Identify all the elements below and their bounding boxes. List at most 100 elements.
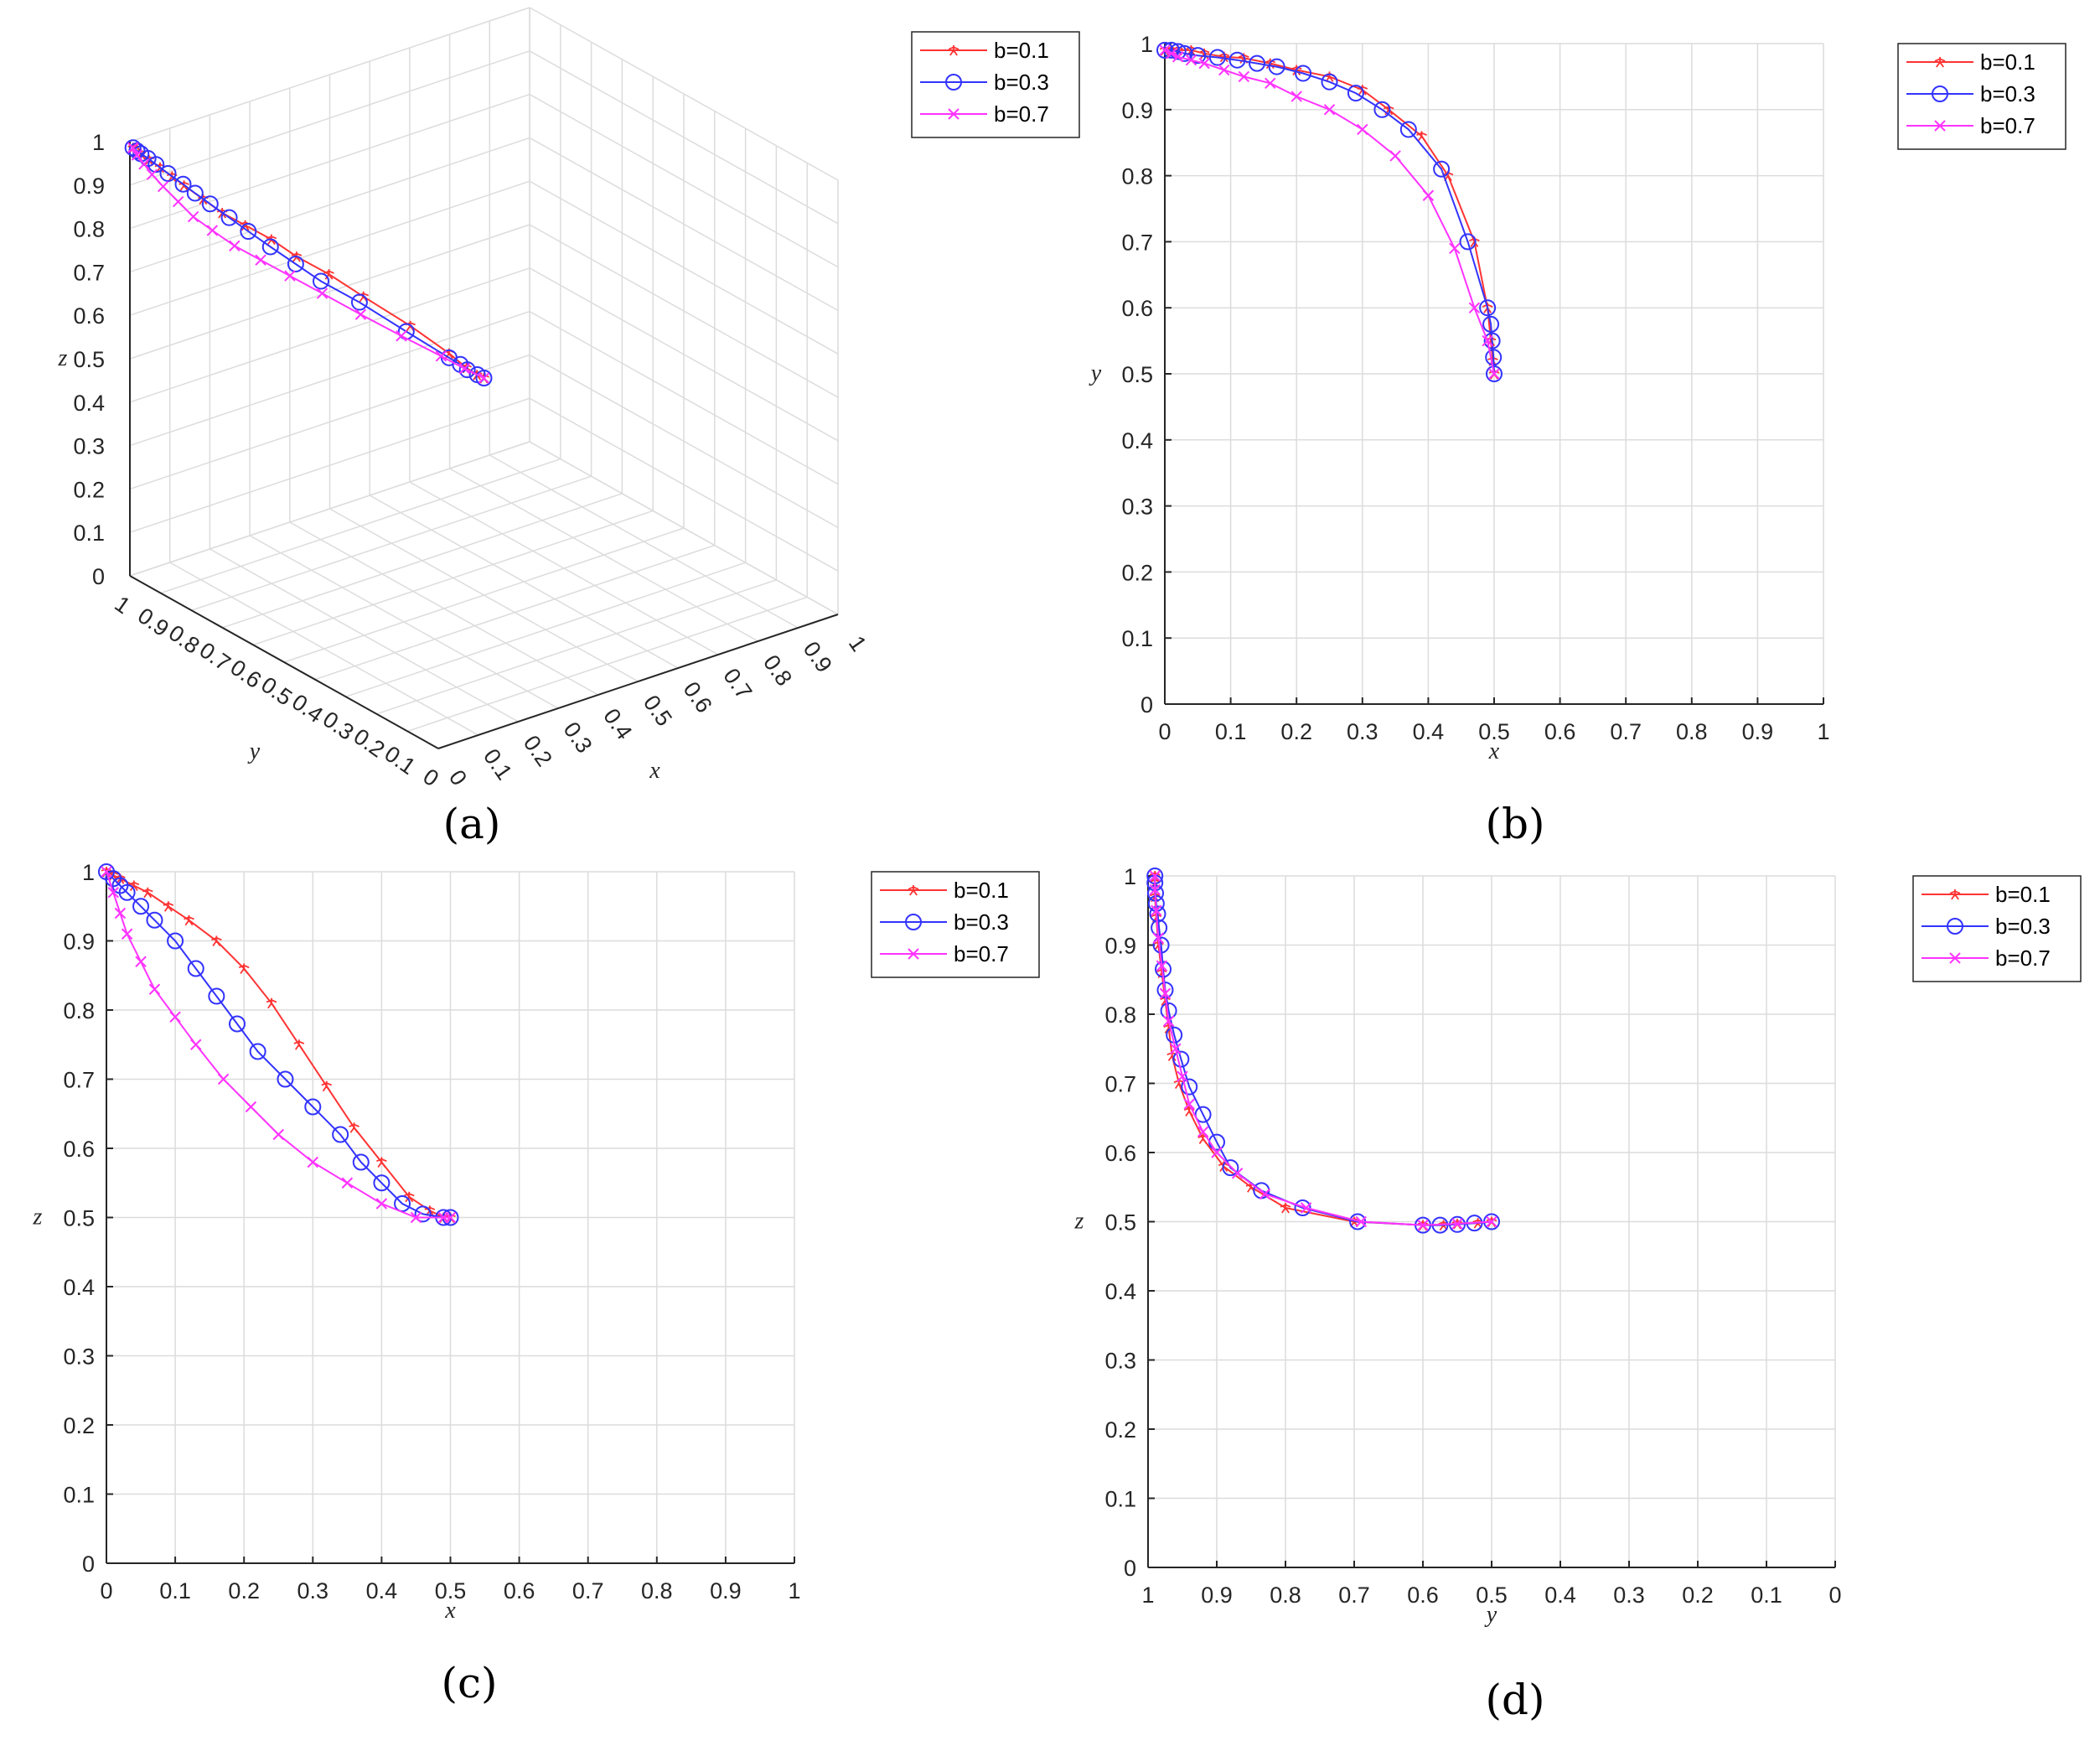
- data-point: [174, 175, 192, 193]
- data-point: [304, 1098, 322, 1116]
- x-tick-label: 0.3: [1347, 719, 1378, 744]
- data-point: [410, 1211, 422, 1224]
- data-point: [313, 272, 330, 290]
- data-point: [147, 156, 165, 174]
- legend-label: b=0.7: [1980, 113, 2035, 138]
- x-tick-label: 0.1: [159, 1578, 191, 1603]
- x-axis-label: x: [1488, 738, 1500, 764]
- data-point: [132, 898, 150, 915]
- series-line: [1164, 49, 1495, 375]
- data-point: [458, 363, 471, 375]
- data-point: [245, 1101, 257, 1113]
- y-tick-label: 0.7: [1121, 230, 1153, 255]
- data-point: [208, 987, 225, 1005]
- y-tick-label: 0.9: [1104, 934, 1136, 959]
- y-tick-label: 0.1: [63, 1483, 95, 1508]
- y-tick-label: 0.7: [63, 1068, 95, 1093]
- panel-label: (b): [1485, 800, 1544, 848]
- z-tick-label: 0.5: [73, 347, 105, 372]
- z-tick-label: 0: [92, 564, 105, 589]
- x-tick-label: 0.8: [641, 1578, 673, 1603]
- x-tick-label: 0.7: [718, 664, 757, 704]
- y-tick-label: 0.9: [63, 930, 95, 955]
- data-point: [1265, 77, 1276, 89]
- data-point: [1486, 1215, 1497, 1228]
- data-point: [307, 1156, 319, 1168]
- side-wall-grid: [529, 93, 839, 268]
- data-point: [249, 1043, 266, 1060]
- data-point: [167, 932, 184, 950]
- x-tick-label: 1: [1817, 719, 1829, 744]
- back-wall-grid: [129, 7, 530, 142]
- y-tick-label: 0.4: [1104, 1279, 1136, 1304]
- chart-panel-b: 0 0.1 0.2 0.3 0.4 0.5 0.6 0.7 0.8 0.9 1 0 0.1 0.2 0.3 0…: [1089, 32, 2066, 848]
- data-point: [229, 240, 241, 252]
- series-b=0.1: [1149, 871, 1497, 1231]
- legend-label: b=0.7: [994, 101, 1049, 127]
- y-tick-label: 0: [1141, 692, 1153, 717]
- x-tick-label: 0.8: [1676, 719, 1708, 744]
- side-wall-grid: [529, 137, 839, 312]
- y-tick-label: 0.1: [380, 741, 420, 780]
- series-b=0.3: [1146, 868, 1500, 1234]
- legend-label: b=0.1: [994, 38, 1049, 63]
- x-tick-label: 0.9: [799, 637, 837, 677]
- data-point: [211, 935, 222, 947]
- data-point: [1399, 121, 1417, 138]
- y-tick-label: 0.8: [1104, 1002, 1136, 1028]
- data-point: [1389, 150, 1401, 162]
- x-tick-label: 0: [100, 1578, 112, 1603]
- z-tick-label: 0.6: [73, 303, 105, 329]
- data-point: [169, 1011, 181, 1023]
- x-tick-label: 0.4: [598, 704, 637, 744]
- y-tick-label: 0.5: [63, 1206, 95, 1231]
- data-point: [1156, 960, 1168, 971]
- x-tick-label: 0.7: [1338, 1583, 1370, 1608]
- legend-label: b=0.1: [1980, 49, 2035, 75]
- legend-marker: [948, 45, 959, 56]
- floor-grid: [449, 468, 758, 642]
- data-point: [1151, 919, 1168, 936]
- data-point: [1268, 58, 1285, 75]
- x-tick-label: 0.2: [1280, 719, 1312, 744]
- data-point: [478, 372, 490, 384]
- data-point: [206, 225, 219, 236]
- data-point: [1357, 123, 1368, 136]
- side-wall-grid: [529, 180, 839, 355]
- y-axis-label: y: [247, 738, 261, 764]
- data-point: [107, 887, 119, 899]
- x-tick-label: 0: [1158, 719, 1171, 744]
- legend-marker: [1934, 57, 1946, 68]
- x-tick-label: 0.4: [1544, 1583, 1576, 1608]
- data-point: [148, 983, 161, 995]
- data-point: [332, 1126, 349, 1143]
- x-tick-label: 0.5: [435, 1578, 467, 1603]
- data-point: [217, 1073, 230, 1085]
- x-tick-label: 0.9: [710, 1578, 742, 1603]
- x-tick-label: 0.4: [1413, 719, 1445, 744]
- z-tick-label: 1: [92, 130, 105, 155]
- y-tick-label: 0.4: [63, 1275, 95, 1300]
- data-point: [1459, 233, 1477, 251]
- data-point: [349, 1122, 359, 1133]
- series-b=0.3: [1156, 41, 1503, 382]
- data-point: [435, 350, 447, 362]
- x-tick-label: 0.1: [1751, 1583, 1782, 1608]
- z-tick-label: 0.7: [73, 260, 105, 285]
- back-wall-grid: [129, 180, 530, 316]
- y-axis-label: y: [1089, 360, 1102, 386]
- data-point: [350, 293, 368, 311]
- data-point: [321, 1080, 333, 1092]
- data-point: [1433, 160, 1451, 178]
- data-point: [1259, 1188, 1271, 1200]
- data-point: [186, 184, 204, 202]
- data-point: [1208, 49, 1226, 66]
- legend-label: b=0.3: [1980, 81, 2035, 106]
- data-point: [220, 209, 238, 226]
- data-point: [187, 210, 199, 223]
- chart-panel-c: 0 0.1 0.2 0.3 0.4 0.5 0.6 0.7 0.8 0.9 1 0 0.1 0.2 0.3 0…: [33, 860, 1040, 1707]
- x-axis-label: y: [1484, 1602, 1497, 1628]
- floor-grid: [160, 458, 561, 594]
- z-axis-label: z: [58, 345, 68, 371]
- data-point: [146, 168, 158, 180]
